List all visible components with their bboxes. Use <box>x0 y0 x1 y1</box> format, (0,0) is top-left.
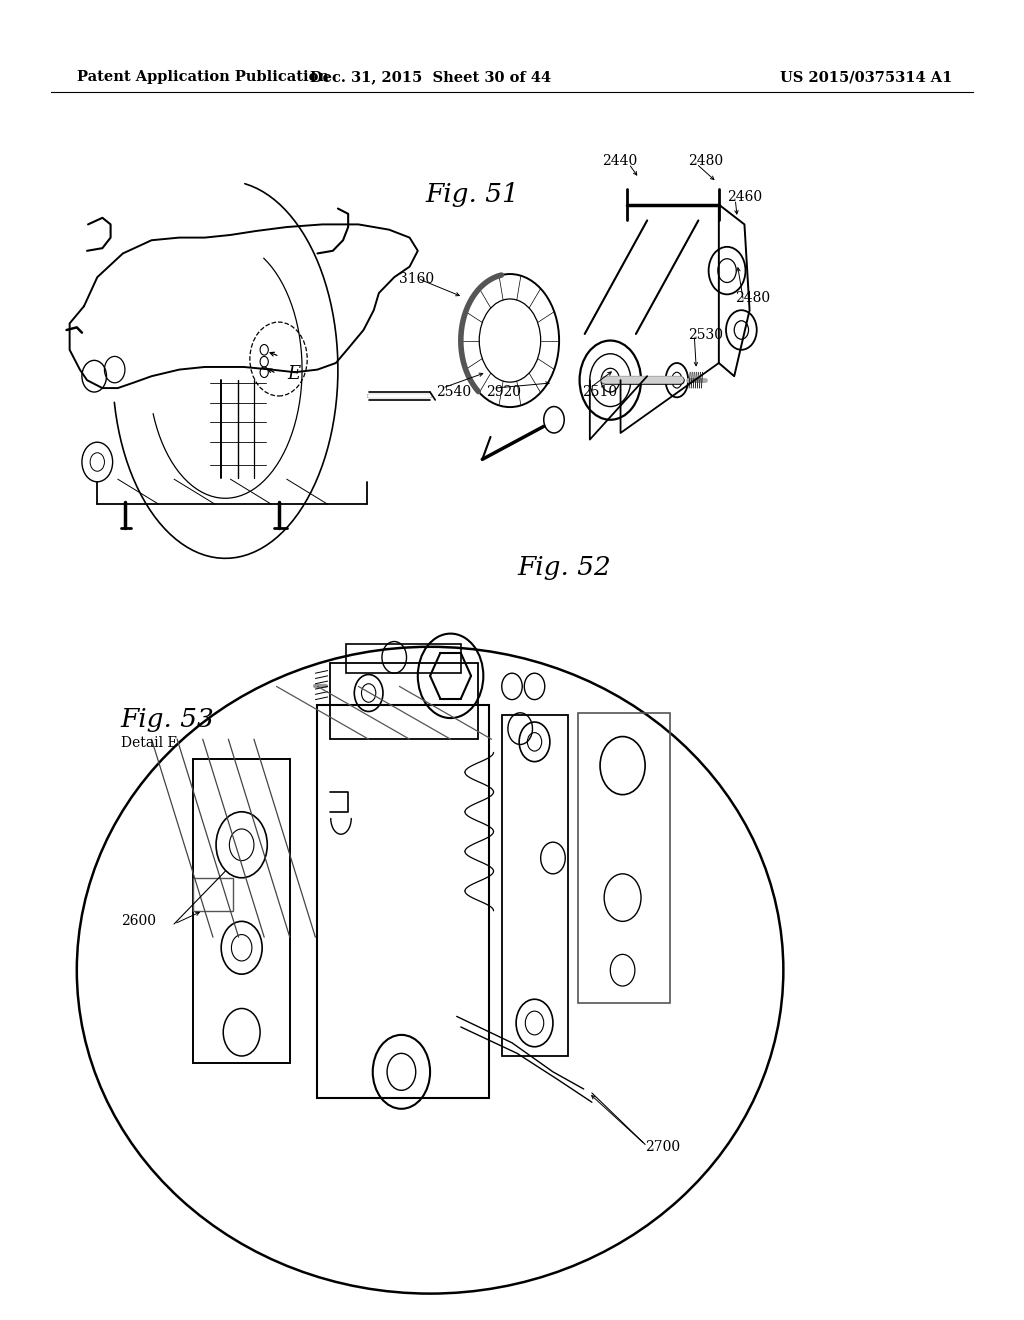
Text: Fig. 51: Fig. 51 <box>425 182 519 206</box>
Text: 2700: 2700 <box>645 1140 680 1154</box>
Text: 2530: 2530 <box>688 329 723 342</box>
Text: 2480: 2480 <box>735 292 770 305</box>
Text: 2440: 2440 <box>602 154 637 168</box>
Text: Dec. 31, 2015  Sheet 30 of 44: Dec. 31, 2015 Sheet 30 of 44 <box>309 70 551 84</box>
Bar <box>330 663 478 739</box>
Bar <box>578 713 670 1003</box>
Bar <box>317 705 489 1098</box>
Bar <box>502 715 568 1056</box>
Text: 2920: 2920 <box>486 385 521 399</box>
Text: E: E <box>288 364 300 383</box>
Text: 2600: 2600 <box>121 915 156 928</box>
Text: 2480: 2480 <box>688 154 723 168</box>
Text: 2460: 2460 <box>727 190 762 203</box>
Text: Detail E: Detail E <box>121 737 177 750</box>
Text: Fig. 52: Fig. 52 <box>517 556 611 579</box>
Text: US 2015/0375314 A1: US 2015/0375314 A1 <box>780 70 952 84</box>
Text: Patent Application Publication: Patent Application Publication <box>77 70 329 84</box>
Text: 2540: 2540 <box>436 385 471 399</box>
Text: 2510: 2510 <box>582 385 616 399</box>
Bar <box>193 759 290 1063</box>
Text: 3160: 3160 <box>399 272 434 285</box>
Bar <box>346 644 461 673</box>
Bar <box>193 878 233 911</box>
Text: Fig. 53: Fig. 53 <box>121 708 215 731</box>
